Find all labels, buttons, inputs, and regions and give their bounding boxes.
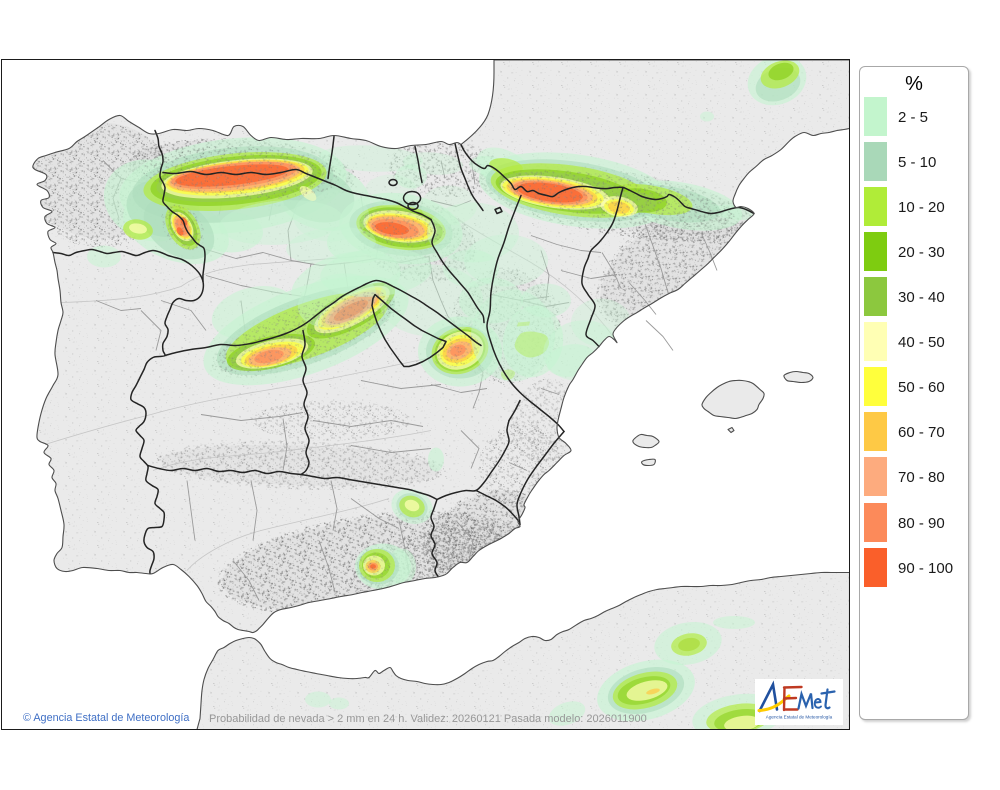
svg-text:Agencia Estatal de Meteorologí: Agencia Estatal de Meteorología [766, 715, 833, 720]
